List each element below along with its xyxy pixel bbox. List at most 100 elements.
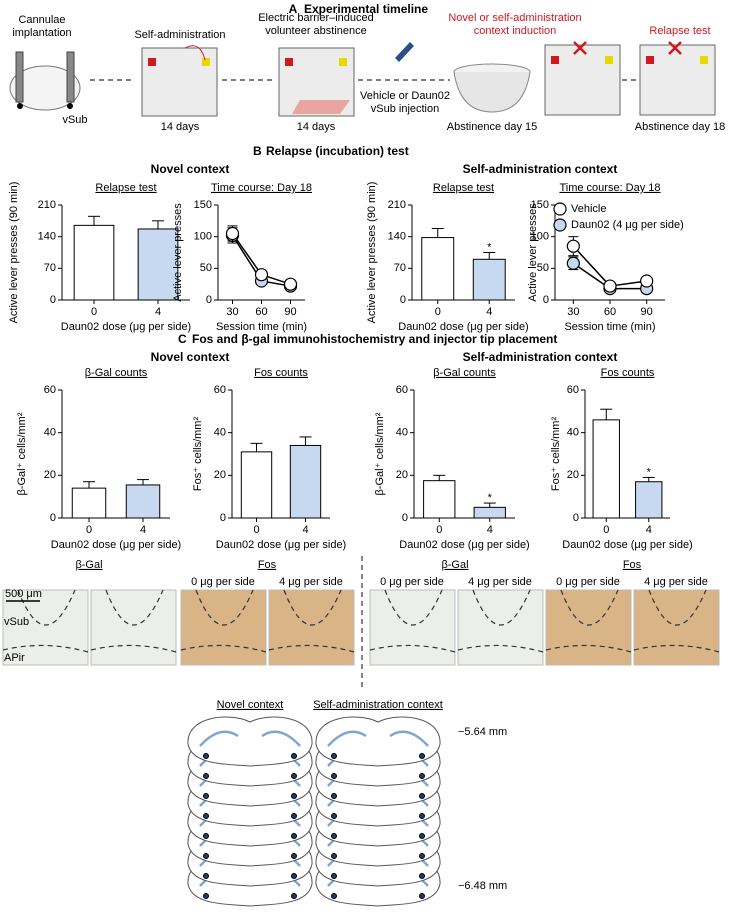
y-tick-label: 100: [531, 231, 549, 243]
y-axis-label: Active lever presses (90 min): [8, 182, 20, 324]
y-tick-label: 40: [44, 427, 56, 439]
atlas-title: Novel context: [217, 699, 284, 711]
bar: [137, 228, 179, 301]
x-axis-label: Daun02 dose (μg per side): [562, 539, 692, 551]
chamber-icon: [278, 47, 355, 117]
y-tick-label: 60: [567, 384, 579, 396]
micrograph: [268, 589, 355, 666]
region-outline: [472, 589, 531, 626]
stain-label: Fos: [623, 559, 642, 571]
placement-dot: [331, 813, 337, 819]
y-tick-label: 210: [38, 199, 56, 211]
y-tick-label: 0: [543, 294, 549, 306]
point: [566, 256, 580, 270]
step-label: context induction: [474, 25, 557, 37]
x-tick-label: 0: [86, 524, 92, 536]
placement-dot: [419, 773, 425, 779]
x-axis-label: Session time (min): [216, 321, 307, 333]
placement-dot: [419, 873, 425, 879]
atlas-level: −6.48 mm: [458, 880, 507, 892]
brain-icon: [9, 51, 81, 111]
x-tick-label: 0: [253, 524, 259, 536]
placement-dot: [203, 753, 209, 759]
y-tick-label: 150: [194, 199, 212, 211]
x-axis-label: Daun02 dose (μg per side): [51, 539, 181, 551]
bar: [423, 480, 456, 519]
y-tick-label: 0: [50, 294, 56, 306]
y-tick-label: 150: [531, 199, 549, 211]
region-label: vSub: [4, 616, 29, 628]
region-label: APir: [4, 652, 25, 664]
bar: [473, 506, 506, 519]
panel-label: A: [289, 2, 298, 16]
group-title: Self-administration context: [463, 162, 618, 176]
hippocampus: [199, 730, 301, 747]
placement-dot: [291, 793, 297, 799]
region-outline: [17, 589, 76, 626]
stain-label: Fos: [258, 559, 277, 571]
x-tick-label: 4: [155, 306, 161, 318]
step-label: volunteer abstinence: [265, 25, 367, 37]
y-tick-label: 0: [400, 294, 406, 306]
region-outline: [105, 589, 164, 626]
legend-label: Vehicle: [571, 203, 606, 215]
significance: *: [647, 466, 652, 478]
chart-subtitle: β-Gal counts: [433, 367, 496, 379]
y-tick-label: 0: [50, 512, 56, 524]
x-tick-label: 4: [486, 306, 492, 318]
micrograph: [90, 589, 177, 666]
micrograph: [180, 589, 267, 666]
region-outline: [560, 589, 619, 626]
placement-dot: [291, 893, 297, 899]
dose-label: 4 μg per side: [468, 576, 532, 588]
chart-subtitle: Relapse test: [95, 182, 156, 194]
placement-dot: [331, 853, 337, 859]
legend-label: Daun02 (4 μg per side): [571, 219, 684, 231]
chamber-icon: [141, 45, 218, 117]
bar: [421, 237, 455, 301]
y-tick-label: 210: [388, 199, 406, 211]
region-outline: [648, 589, 707, 626]
x-tick-label: 4: [140, 524, 146, 536]
dose-label: 0 μg per side: [191, 576, 255, 588]
y-tick-label: 140: [388, 231, 406, 243]
chamber-icon: [544, 41, 621, 116]
micrograph: [2, 589, 89, 666]
y-tick-label: 20: [214, 469, 226, 481]
x-tick-label: 30: [226, 306, 238, 318]
placement-dot: [331, 773, 337, 779]
x-axis-label: Daun02 dose (μg per side): [61, 321, 191, 333]
chart-subtitle: Relapse test: [433, 182, 494, 194]
y-axis-label: Active lever presses: [172, 203, 184, 302]
placement-dot: [291, 813, 297, 819]
step-label: Relapse test: [649, 25, 710, 37]
panel-title: Fos and β-gal immunohistochemistry and i…: [192, 332, 557, 346]
step-label: vSub: [62, 114, 87, 126]
micrograph: [545, 589, 632, 666]
y-tick-label: 0: [573, 512, 579, 524]
placement-dot: [331, 753, 337, 759]
x-tick-label: 90: [641, 306, 653, 318]
bar: [289, 444, 322, 519]
panel-title: Experimental timeline: [304, 2, 428, 16]
dose-label: 0 μg per side: [556, 576, 620, 588]
y-tick-label: 20: [44, 469, 56, 481]
step-label: implantation: [12, 27, 71, 39]
x-tick-label: 4: [302, 524, 308, 536]
y-axis-label: Fos⁺ cells/mm²: [550, 417, 562, 492]
region-outline: [195, 589, 254, 626]
stain-label: β-Gal: [75, 559, 102, 571]
chart-subtitle: β-Gal counts: [85, 367, 148, 379]
y-tick-label: 60: [44, 384, 56, 396]
placement-dot: [331, 833, 337, 839]
dose-label: 4 μg per side: [279, 576, 343, 588]
atlas: [187, 716, 441, 907]
x-tick-label: 60: [255, 306, 267, 318]
y-axis-label: Active lever presses: [527, 203, 539, 302]
step-label: 14 days: [297, 121, 336, 133]
brain-section: [315, 716, 441, 767]
y-tick-label: 60: [214, 384, 226, 396]
hippocampus: [327, 730, 429, 747]
chart-subtitle: Time course: Day 18: [559, 182, 660, 194]
